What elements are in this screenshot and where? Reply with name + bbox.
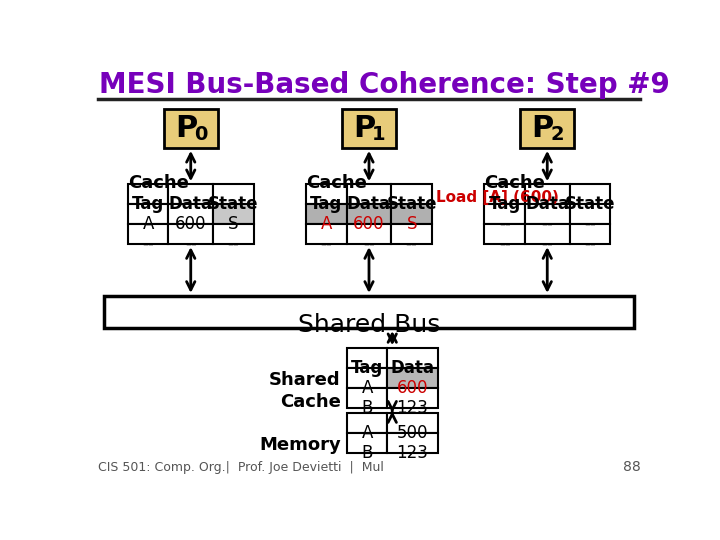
Bar <box>163 110 218 148</box>
Text: Tag: Tag <box>132 195 164 213</box>
Text: Load [A] (600): Load [A] (600) <box>436 190 559 205</box>
Text: Cache: Cache <box>485 174 545 192</box>
Text: S: S <box>228 215 238 233</box>
Text: --: -- <box>584 235 595 253</box>
Bar <box>525 224 570 244</box>
Bar <box>104 296 634 328</box>
Bar <box>570 184 610 204</box>
Bar <box>570 224 610 244</box>
Text: Data: Data <box>390 359 434 377</box>
Bar <box>520 110 575 148</box>
Text: S: S <box>406 215 417 233</box>
Text: B: B <box>361 399 373 417</box>
Bar <box>213 204 253 224</box>
Bar <box>306 204 346 224</box>
Text: MESI Bus-Based Coherence: Step #9: MESI Bus-Based Coherence: Step #9 <box>99 71 670 99</box>
Text: B: B <box>361 444 373 462</box>
Bar <box>570 204 610 224</box>
Text: State: State <box>387 195 437 213</box>
Bar <box>485 184 525 204</box>
Text: 123: 123 <box>397 444 428 462</box>
Bar <box>485 224 525 244</box>
Text: --: -- <box>320 235 332 253</box>
Text: --: -- <box>499 235 510 253</box>
Bar <box>387 433 438 453</box>
Text: --: -- <box>541 215 553 233</box>
Bar <box>346 224 392 244</box>
Bar <box>128 204 168 224</box>
Text: Data: Data <box>526 195 570 213</box>
Text: P: P <box>354 114 375 143</box>
Text: --: -- <box>499 215 510 233</box>
Bar <box>387 388 438 408</box>
Text: Data: Data <box>168 195 212 213</box>
Bar <box>525 184 570 204</box>
Text: --: -- <box>185 235 197 253</box>
Text: 500: 500 <box>397 424 428 442</box>
Text: State: State <box>564 195 615 213</box>
Bar <box>128 224 168 244</box>
Text: Cache: Cache <box>306 174 367 192</box>
Text: Tag: Tag <box>488 195 521 213</box>
Bar <box>346 184 392 204</box>
Bar <box>387 413 438 433</box>
Text: --: -- <box>406 235 418 253</box>
Text: --: -- <box>143 235 154 253</box>
Text: --: -- <box>228 235 239 253</box>
Text: --: -- <box>541 235 553 253</box>
Bar <box>346 204 392 224</box>
Text: Tag: Tag <box>351 359 383 377</box>
Text: 600: 600 <box>397 379 428 397</box>
Bar <box>306 184 346 204</box>
Text: A: A <box>320 215 332 233</box>
Text: 1: 1 <box>372 125 386 144</box>
Text: CIS 501: Comp. Org.|  Prof. Joe Devietti  |  Mul: CIS 501: Comp. Org.| Prof. Joe Devietti … <box>98 462 384 475</box>
Bar <box>392 184 432 204</box>
Text: Shared Bus: Shared Bus <box>298 313 440 337</box>
Bar <box>342 110 396 148</box>
Bar <box>168 204 213 224</box>
Bar <box>306 224 346 244</box>
Text: A: A <box>361 379 373 397</box>
Bar <box>387 348 438 368</box>
Text: 88: 88 <box>623 461 640 475</box>
Text: 600: 600 <box>175 215 207 233</box>
Text: Tag: Tag <box>310 195 343 213</box>
Text: Cache: Cache <box>128 174 189 192</box>
Bar <box>213 184 253 204</box>
Text: --: -- <box>584 215 595 233</box>
Text: --: -- <box>363 235 375 253</box>
Bar <box>392 204 432 224</box>
Text: P: P <box>531 114 554 143</box>
Text: 2: 2 <box>551 125 564 144</box>
Bar <box>525 204 570 224</box>
Bar <box>168 184 213 204</box>
Bar <box>387 368 438 388</box>
Bar <box>347 368 387 388</box>
Bar <box>392 224 432 244</box>
Bar <box>168 224 213 244</box>
Text: A: A <box>143 215 154 233</box>
Text: 123: 123 <box>397 399 428 417</box>
Text: Shared
Cache: Shared Cache <box>269 372 341 411</box>
Text: Data: Data <box>347 195 391 213</box>
Text: 600: 600 <box>354 215 384 233</box>
Text: P: P <box>175 114 197 143</box>
Bar <box>128 184 168 204</box>
Bar <box>347 348 387 368</box>
Text: 0: 0 <box>194 125 207 144</box>
Bar <box>347 433 387 453</box>
Text: State: State <box>208 195 258 213</box>
Bar <box>347 413 387 433</box>
Bar <box>347 388 387 408</box>
Text: Memory: Memory <box>259 436 341 454</box>
Bar <box>213 224 253 244</box>
Text: A: A <box>361 424 373 442</box>
Bar <box>485 204 525 224</box>
